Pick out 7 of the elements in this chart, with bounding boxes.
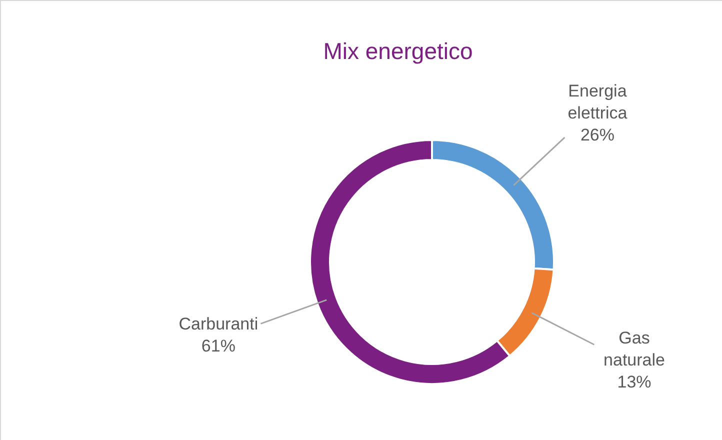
slice-label: Carburanti (178, 314, 258, 334)
data-label: 26% (580, 125, 614, 144)
chart-title: Mix energetico (323, 38, 473, 64)
data-label: 61% (201, 336, 236, 356)
data-label: 13% (617, 372, 652, 392)
slice-label: Gas naturale (604, 328, 665, 370)
slice-label: Energia elettrica (568, 81, 628, 122)
